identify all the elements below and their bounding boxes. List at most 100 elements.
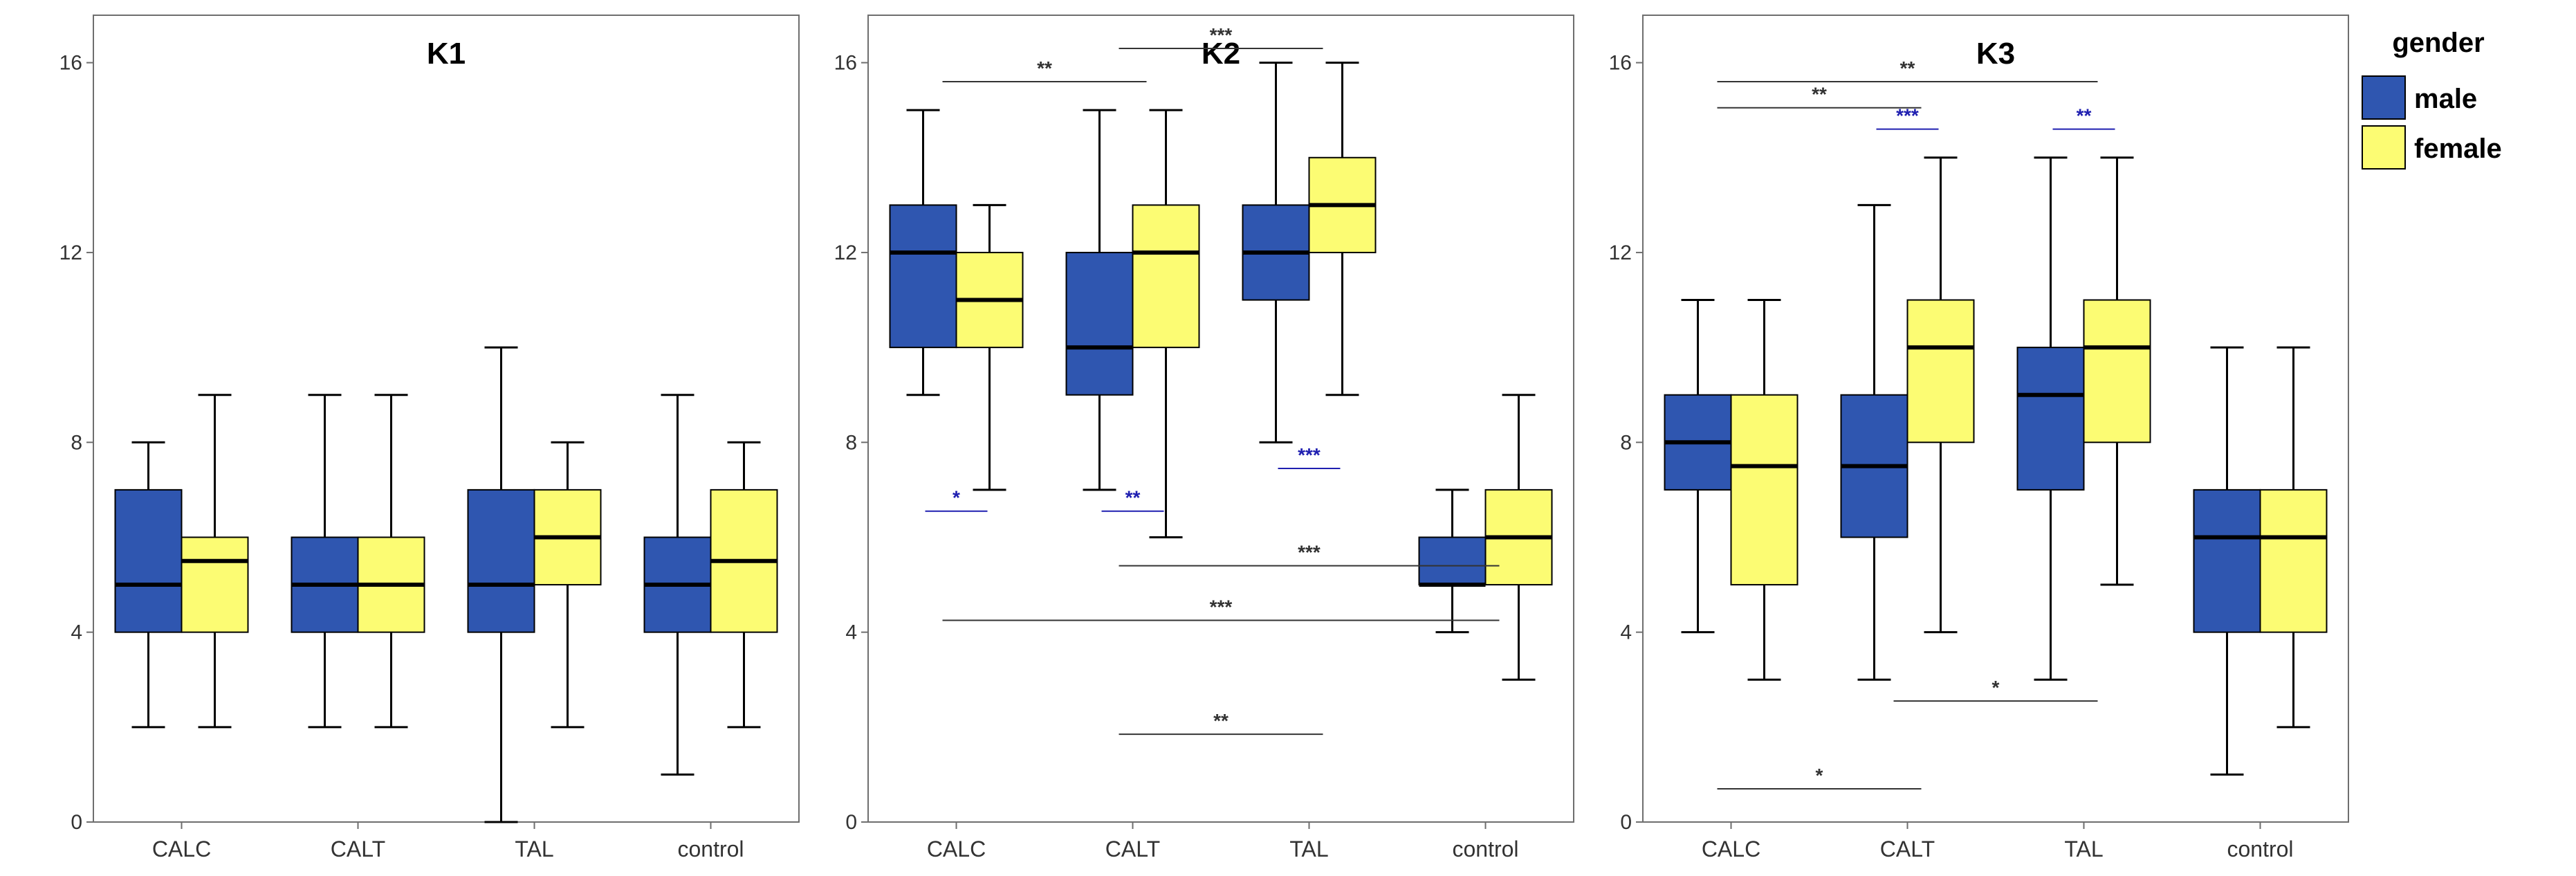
x-tick-label: CALC (927, 837, 986, 861)
x-tick-label: CALT (331, 837, 385, 861)
significance-label: ** (1812, 84, 1827, 105)
box-calc-male (114, 441, 183, 729)
y-tick-label: 4 (1620, 621, 1632, 644)
y-tick-label: 4 (71, 621, 82, 644)
box-body (2259, 489, 2328, 633)
x-tick-label: control (2227, 837, 2293, 861)
y-tick-label: 0 (1620, 811, 1632, 834)
panel-title: K2 (1202, 37, 1240, 71)
x-tick-label: control (1452, 837, 1518, 861)
legend-swatch-male (2362, 75, 2406, 120)
x-tick-label: CALT (1880, 837, 1935, 861)
y-tick-label: 8 (845, 431, 857, 454)
significance-annotation: ** (1101, 487, 1164, 512)
box-tal-male (2016, 156, 2085, 681)
box-body (1418, 536, 1487, 586)
box-body (889, 204, 957, 349)
box-calc-female (1730, 299, 1798, 681)
significance-label: ** (1900, 57, 1915, 79)
box-body (467, 489, 535, 633)
box-tal-male (1242, 62, 1310, 444)
box-body (1906, 299, 1975, 444)
box-calc-female (955, 203, 1024, 491)
significance-label: *** (1298, 444, 1321, 466)
x-tick-label: CALT (1105, 837, 1160, 861)
significance-annotation: *** (942, 596, 1500, 621)
significance-label: ** (1213, 710, 1229, 731)
box-tal-male (467, 346, 535, 823)
box-body (1132, 204, 1200, 349)
box-body (114, 489, 183, 633)
y-tick-label: 12 (1609, 241, 1632, 264)
box-calc-female (181, 394, 249, 729)
y-tick-label: 8 (1620, 431, 1632, 454)
significance-annotation: ** (1717, 57, 2098, 83)
panel-frame (867, 15, 1574, 823)
y-tick-label: 12 (59, 241, 82, 264)
x-tick-label: control (677, 837, 744, 861)
box-tal-female (533, 441, 602, 729)
box-tal-female (1308, 62, 1377, 396)
significance-label: * (953, 487, 960, 509)
significance-label: *** (1896, 105, 1919, 127)
significance-annotation: * (925, 487, 988, 512)
significance-annotation: *** (1876, 105, 1939, 130)
x-tick-label: TAL (515, 837, 553, 861)
significance-annotation: ** (2052, 105, 2115, 130)
legend-label-female: female (2414, 134, 2502, 164)
legend-swatch-female (2362, 125, 2406, 170)
box-calt-male (291, 394, 359, 729)
significance-label: ** (1037, 57, 1052, 79)
box-control-male (643, 394, 712, 776)
box-calt-male (1840, 203, 1908, 681)
significance-label: * (1816, 765, 1823, 786)
significance-label: ** (2077, 105, 2092, 127)
significance-annotation: ** (942, 57, 1147, 83)
box-calt-female (357, 394, 425, 729)
y-tick-label: 12 (834, 241, 857, 264)
significance-annotation: * (1717, 765, 1922, 790)
box-tal-female (2083, 156, 2151, 586)
legend-title: gender (2392, 28, 2484, 58)
y-tick-label: 16 (834, 52, 857, 75)
significance-label: *** (1210, 596, 1233, 618)
x-tick-label: CALC (152, 837, 211, 861)
significance-annotation: * (1893, 677, 2098, 702)
x-tick-label: TAL (1289, 837, 1328, 861)
box-calc-male (889, 109, 957, 396)
legend-label-male: male (2414, 84, 2477, 114)
y-tick-label: 8 (71, 431, 82, 454)
y-tick-label: 16 (1609, 52, 1632, 75)
box-calt-female (1132, 109, 1200, 538)
box-control-male (2193, 346, 2261, 776)
significance-annotation: ** (1717, 84, 1922, 109)
panel-title: K1 (427, 37, 466, 71)
box-body (1065, 251, 1134, 396)
significance-annotation: ** (1119, 710, 1323, 736)
x-tick-label: TAL (2064, 837, 2103, 861)
y-tick-label: 0 (71, 811, 82, 834)
significance-label: *** (1298, 542, 1321, 563)
panel-title: K3 (1976, 37, 2015, 71)
box-control-female (1484, 394, 1553, 681)
panel-frame (93, 15, 800, 823)
x-tick-label: CALC (1702, 837, 1760, 861)
significance-label: *** (1210, 24, 1233, 46)
box-body (2193, 489, 2261, 633)
y-tick-label: 16 (59, 52, 82, 75)
box-control-female (710, 441, 778, 729)
box-calt-female (1906, 156, 1975, 634)
box-body (181, 536, 249, 633)
box-body (2016, 347, 2085, 491)
box-body (2083, 299, 2151, 444)
significance-annotation: *** (1278, 444, 1341, 470)
box-control-male (1418, 489, 1487, 634)
y-tick-label: 4 (845, 621, 857, 644)
significance-annotation: *** (1119, 542, 1500, 567)
box-body (1730, 394, 1798, 586)
box-control-female (2259, 346, 2328, 729)
